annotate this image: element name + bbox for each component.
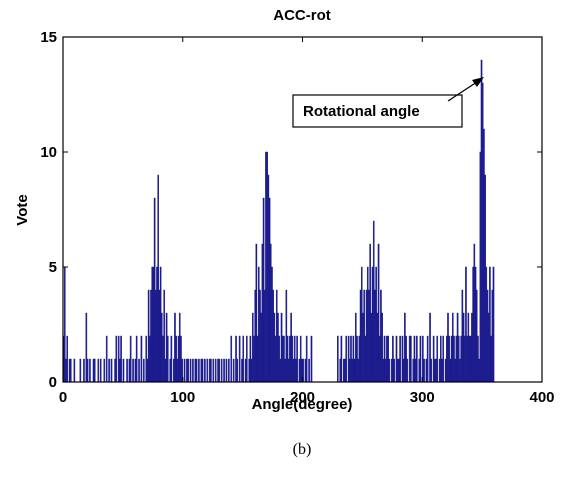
x-tick-label: 300 — [410, 389, 435, 406]
bar — [170, 335, 173, 383]
bar — [406, 358, 409, 383]
bar — [242, 335, 245, 383]
bar — [236, 358, 239, 383]
y-tick-label: 5 — [49, 259, 57, 276]
bar — [198, 358, 200, 383]
bar — [423, 358, 425, 383]
bar — [212, 358, 215, 383]
arrow-head — [472, 77, 484, 87]
bar — [223, 358, 225, 383]
bar — [115, 335, 118, 383]
bar — [187, 358, 189, 383]
bar — [66, 335, 68, 383]
bar — [99, 358, 102, 383]
bar — [393, 358, 395, 383]
bar — [430, 358, 433, 383]
bar — [195, 358, 198, 383]
bar — [129, 335, 132, 383]
bar — [492, 266, 495, 383]
bar — [210, 358, 212, 383]
bar — [97, 358, 100, 383]
y-tick-label: 15 — [40, 29, 57, 46]
bar — [189, 358, 192, 383]
bar — [419, 335, 422, 383]
bar — [105, 335, 108, 383]
bar — [225, 358, 228, 383]
bar — [310, 335, 313, 383]
bar — [308, 358, 310, 383]
y-tick-label: 0 — [49, 374, 57, 391]
chart-title: ACC-rot — [273, 7, 331, 24]
bar — [337, 335, 339, 383]
bar — [340, 335, 343, 383]
bar — [192, 358, 194, 383]
bar — [138, 358, 140, 383]
bar — [416, 335, 418, 383]
bar — [110, 358, 113, 383]
bar — [296, 335, 298, 383]
bar — [120, 335, 122, 383]
bar — [228, 358, 230, 383]
bar — [79, 358, 82, 383]
annotation: Rotational angle — [303, 103, 420, 120]
bar — [126, 358, 128, 383]
bar — [103, 358, 106, 383]
bar — [426, 335, 429, 383]
bar — [238, 335, 241, 383]
bar — [345, 335, 348, 383]
bar — [220, 358, 223, 383]
bar — [183, 358, 186, 383]
y-tick-label: 10 — [40, 144, 57, 161]
bar — [436, 335, 439, 383]
bar — [166, 335, 169, 383]
axes-box — [62, 36, 543, 383]
bar — [135, 335, 138, 383]
x-tick-label: 200 — [290, 389, 315, 406]
bar — [69, 358, 72, 383]
plot-area: 0 100 200 300 400 0 5 10 15 — [40, 29, 554, 406]
bar — [143, 358, 145, 383]
bar — [140, 335, 143, 383]
bar — [93, 358, 96, 383]
bar — [246, 335, 248, 383]
bar — [305, 335, 308, 383]
bar — [83, 358, 85, 383]
bar — [201, 358, 204, 383]
bar — [206, 358, 209, 383]
bar — [86, 358, 89, 383]
x-tick-label: 100 — [170, 389, 195, 406]
x-tick-label: 0 — [59, 389, 67, 406]
caption: (b) — [293, 441, 312, 458]
bar — [232, 358, 235, 383]
bar — [410, 335, 412, 383]
bar — [399, 335, 401, 383]
bar — [122, 358, 125, 383]
bar — [230, 335, 233, 383]
bar — [89, 358, 91, 383]
bar — [388, 358, 391, 383]
bar — [442, 335, 445, 383]
y-axis-label: Vote — [14, 194, 31, 225]
bar — [132, 358, 134, 383]
annotation-box — [292, 94, 463, 128]
bar — [204, 358, 206, 383]
x-tick-label: 400 — [529, 389, 554, 406]
bar — [73, 358, 76, 383]
bar — [214, 358, 217, 383]
x-axis-label: Angle(degree) — [252, 396, 353, 413]
bar — [108, 358, 110, 383]
bar — [218, 358, 221, 383]
